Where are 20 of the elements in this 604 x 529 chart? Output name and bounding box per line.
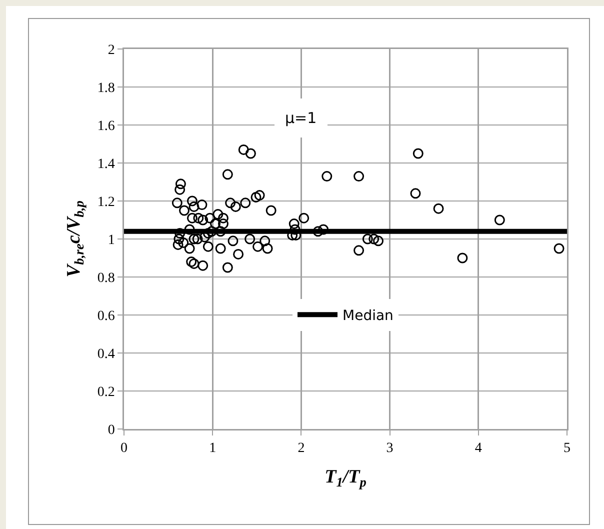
x-tick-label: 3 — [386, 441, 394, 456]
y-tick-label: 0.6 — [97, 308, 115, 324]
x-tick-label: 0 — [120, 441, 128, 456]
x-tick-label: 5 — [564, 441, 570, 456]
x-tick-label: 4 — [474, 441, 482, 456]
legend-label: Median — [342, 308, 394, 324]
y-tick-label: 2 — [108, 42, 115, 58]
y-tick-label: 0.4 — [97, 346, 115, 362]
y-tick-label: 1.8 — [97, 80, 115, 96]
y-tick-label: 0 — [108, 422, 115, 438]
x-tick-label: 2 — [298, 441, 305, 456]
y-tick-label: 1.4 — [97, 156, 115, 172]
x-tick-label: 1 — [209, 441, 216, 456]
y-tick-label: 0.8 — [97, 270, 115, 286]
x-axis-title: T$_{1}$/T$_{p}$ — [324, 466, 367, 490]
y-tick-label: 0.2 — [97, 384, 115, 400]
annotation: μ=1 — [285, 109, 317, 127]
y-tick-label: 1.2 — [97, 194, 115, 210]
y-tick-label: 1 — [108, 232, 115, 248]
y-tick-label: 1.6 — [97, 118, 115, 134]
